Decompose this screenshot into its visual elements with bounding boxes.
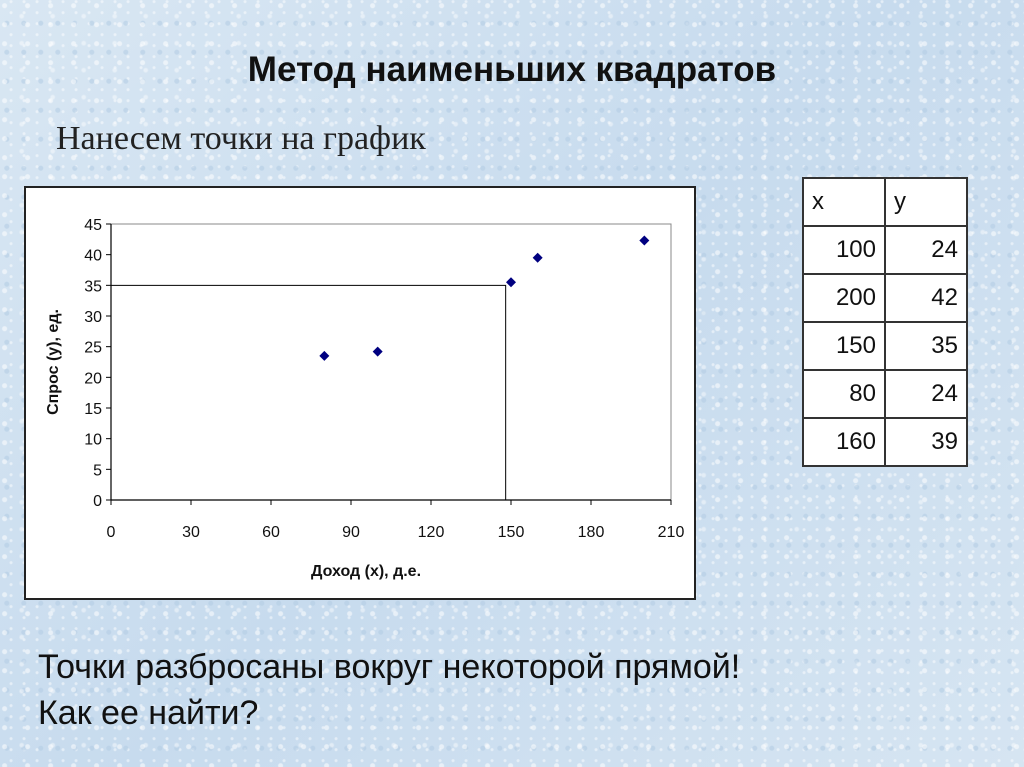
data-point [639, 235, 650, 246]
body-line-1: Точки разбросаны вокруг некоторой прямой… [38, 648, 741, 686]
cell-x: 160 [802, 417, 886, 467]
x-tick-label: 30 [182, 524, 200, 541]
y-tick-label: 10 [84, 432, 102, 449]
xy-data-table: x y 100 24 200 42 150 35 80 24 160 [802, 177, 968, 467]
table-row: 100 24 [802, 225, 968, 275]
y-tick-label: 15 [84, 401, 102, 418]
y-tick-label: 45 [84, 217, 102, 234]
table-row: 80 24 [802, 369, 968, 419]
x-tick-label: 60 [262, 524, 280, 541]
y-tick-label: 30 [84, 309, 102, 326]
data-point [506, 277, 516, 288]
cell-y: 39 [884, 417, 968, 467]
slide-title: Метод наименьших квадратов [247, 50, 777, 89]
reference-guide-line [111, 284, 507, 500]
cell-x: 80 [802, 369, 886, 419]
cell-y: 42 [884, 273, 968, 323]
x-tick-label: 150 [498, 524, 525, 541]
x-tick-label: 0 [107, 524, 116, 541]
header-y: y [884, 177, 968, 227]
header-x: x [802, 177, 886, 227]
table-row: 200 42 [802, 273, 968, 323]
y-tick-label: 0 [93, 493, 102, 510]
cell-x: 100 [802, 225, 886, 275]
x-tick-label: 180 [578, 524, 605, 541]
table-row: 150 35 [802, 321, 968, 371]
data-table-wrap: x y 100 24 200 42 150 35 80 24 160 [802, 177, 968, 467]
data-point [372, 346, 383, 357]
cell-x: 150 [802, 321, 886, 371]
y-tick-label: 20 [84, 370, 102, 387]
x-tick-label: 210 [658, 524, 685, 541]
chart-svg: 0 5 10 15 20 25 30 35 40 45 0 30 60 90 120 150 180 210 Дох… [45, 217, 685, 580]
cell-y: 24 [884, 369, 968, 419]
data-point [532, 252, 543, 263]
cell-x: 200 [802, 273, 886, 323]
scatter-chart: 0 5 10 15 20 25 30 35 40 45 0 30 60 90 120 150 180 210 Дох… [24, 186, 696, 600]
plot-area-border [110, 223, 672, 501]
table-header-row: x y [802, 177, 968, 227]
y-axis-title: Спрос (y), ед. [45, 309, 62, 415]
x-tick-label: 90 [342, 524, 360, 541]
table-row: 160 39 [802, 417, 968, 467]
slide-subtitle: Нанесем точки на график [56, 120, 426, 157]
x-tick-label: 120 [418, 524, 445, 541]
y-tick-label: 5 [93, 462, 102, 479]
data-point [319, 350, 330, 361]
body-line-2: Как ее найти? [38, 694, 259, 732]
cell-y: 35 [884, 321, 968, 371]
cell-y: 24 [884, 225, 968, 275]
y-tick-label: 35 [84, 278, 102, 295]
y-tick-label: 25 [84, 340, 102, 357]
body-text: Точки разбросаны вокруг некоторой прямой… [38, 644, 740, 736]
y-tick-label: 40 [84, 248, 102, 265]
x-axis-title: Доход (x), д.е. [311, 563, 421, 580]
